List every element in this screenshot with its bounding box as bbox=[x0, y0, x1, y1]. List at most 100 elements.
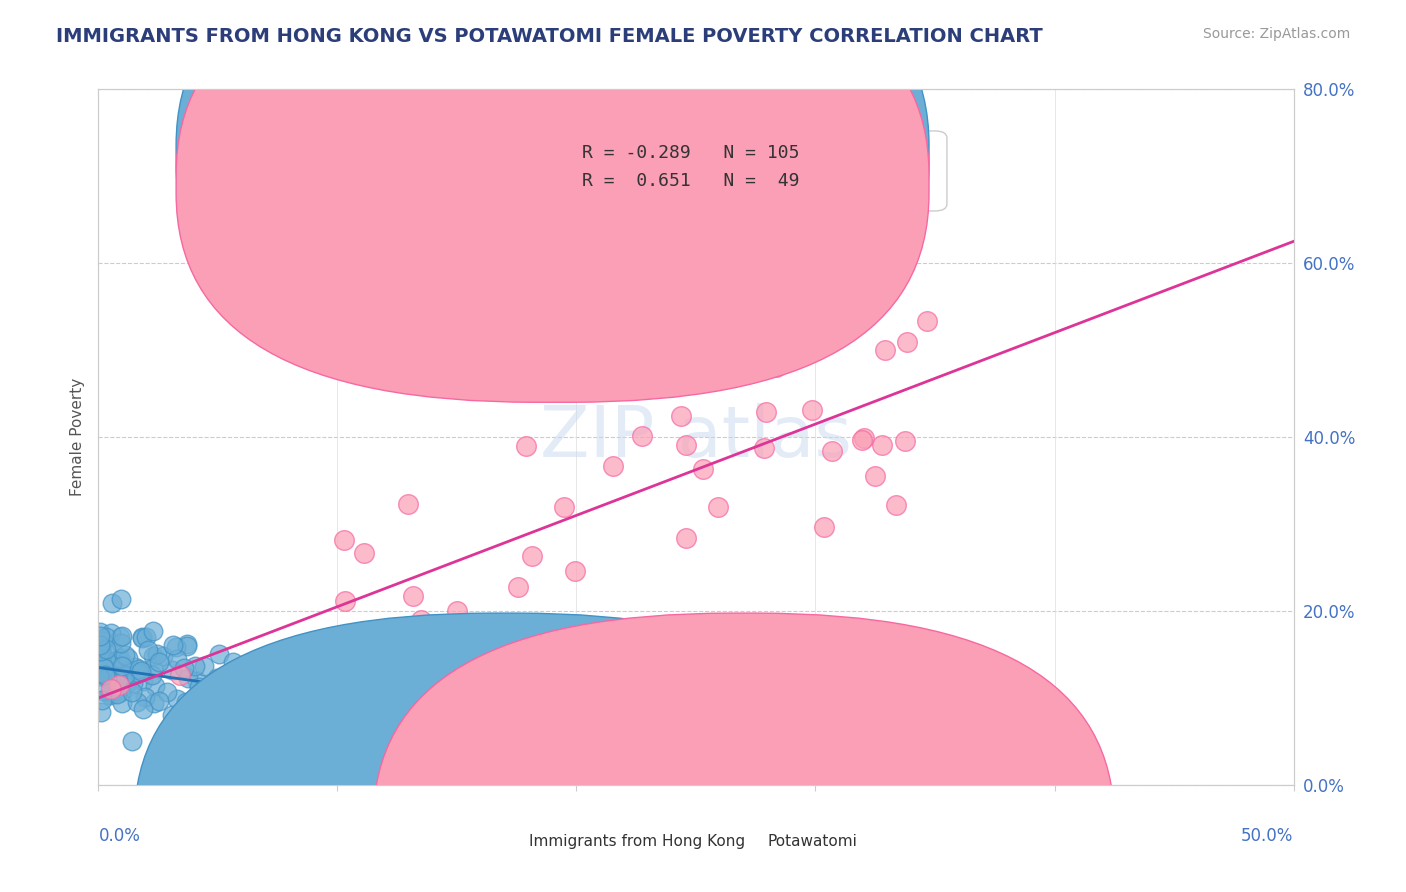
Point bbox=[222, 655, 245, 669]
Point bbox=[870, 438, 893, 452]
Point bbox=[184, 659, 207, 673]
Point bbox=[131, 631, 153, 645]
Point bbox=[160, 708, 183, 723]
Point bbox=[111, 659, 134, 673]
Point bbox=[297, 685, 319, 699]
Point bbox=[89, 640, 111, 655]
FancyBboxPatch shape bbox=[176, 0, 929, 373]
Point bbox=[121, 734, 143, 748]
Point bbox=[129, 664, 152, 678]
Point bbox=[143, 696, 166, 710]
Point bbox=[801, 403, 824, 417]
Point bbox=[401, 589, 423, 603]
Point bbox=[143, 679, 166, 693]
Point bbox=[813, 519, 835, 533]
Text: 50.0%: 50.0% bbox=[1241, 827, 1294, 845]
Point bbox=[124, 660, 146, 674]
Point bbox=[669, 409, 692, 424]
Point bbox=[755, 405, 778, 419]
Point bbox=[207, 671, 229, 685]
Point bbox=[100, 669, 122, 683]
Point bbox=[122, 676, 145, 690]
Point bbox=[231, 710, 253, 724]
Point bbox=[96, 669, 118, 683]
Point bbox=[832, 632, 855, 646]
Point bbox=[148, 694, 170, 708]
Point bbox=[142, 624, 165, 638]
Point bbox=[134, 690, 156, 705]
Point bbox=[176, 671, 198, 685]
Point bbox=[235, 752, 257, 766]
Text: Source: ZipAtlas.com: Source: ZipAtlas.com bbox=[1202, 27, 1350, 41]
Point bbox=[148, 655, 170, 669]
Point bbox=[193, 659, 215, 673]
Text: IMMIGRANTS FROM HONG KONG VS POTAWATOMI FEMALE POVERTY CORRELATION CHART: IMMIGRANTS FROM HONG KONG VS POTAWATOMI … bbox=[56, 27, 1043, 45]
Point bbox=[108, 630, 131, 644]
Point bbox=[101, 645, 124, 659]
Point bbox=[863, 469, 886, 483]
Point bbox=[602, 459, 624, 474]
Point bbox=[90, 705, 112, 719]
Point bbox=[145, 647, 167, 661]
Point bbox=[346, 682, 368, 697]
Text: ZIP atlas: ZIP atlas bbox=[540, 402, 852, 472]
Point bbox=[98, 688, 121, 702]
Point bbox=[218, 698, 240, 713]
Point bbox=[333, 533, 356, 548]
Point bbox=[100, 681, 122, 696]
Point bbox=[90, 644, 112, 658]
Point bbox=[165, 640, 187, 655]
Point bbox=[821, 443, 844, 458]
Point bbox=[111, 629, 134, 643]
Point bbox=[128, 662, 150, 676]
Point bbox=[89, 624, 111, 639]
Point bbox=[93, 668, 115, 682]
Point bbox=[100, 626, 122, 640]
Point bbox=[142, 648, 165, 663]
Point bbox=[89, 629, 111, 643]
FancyBboxPatch shape bbox=[374, 613, 1115, 892]
Point bbox=[370, 654, 392, 668]
FancyBboxPatch shape bbox=[135, 613, 876, 892]
Point bbox=[152, 649, 174, 664]
Point bbox=[631, 429, 654, 443]
Point bbox=[162, 638, 184, 652]
Point bbox=[110, 684, 132, 698]
Point bbox=[229, 752, 252, 766]
Point bbox=[166, 747, 188, 762]
Point bbox=[322, 635, 344, 649]
Point bbox=[91, 634, 114, 648]
Point bbox=[100, 672, 122, 686]
Point bbox=[179, 726, 201, 740]
Point bbox=[671, 345, 693, 359]
Point bbox=[107, 673, 129, 688]
Point bbox=[229, 717, 252, 731]
FancyBboxPatch shape bbox=[176, 0, 929, 402]
Point bbox=[176, 639, 198, 653]
Point bbox=[100, 596, 122, 610]
Point bbox=[799, 269, 821, 284]
Point bbox=[91, 683, 114, 698]
Point bbox=[135, 631, 157, 645]
Point bbox=[675, 438, 697, 452]
Point bbox=[100, 672, 122, 686]
Point bbox=[446, 604, 468, 618]
Point bbox=[288, 706, 311, 720]
Point bbox=[94, 630, 117, 644]
Point bbox=[105, 687, 128, 701]
Point bbox=[97, 667, 120, 681]
Point bbox=[204, 730, 226, 744]
Point bbox=[108, 651, 131, 665]
Point bbox=[111, 696, 134, 710]
Point bbox=[93, 661, 115, 675]
Point bbox=[141, 668, 163, 682]
Point bbox=[121, 685, 143, 699]
Point bbox=[87, 669, 110, 683]
Point bbox=[131, 630, 153, 644]
Point bbox=[107, 677, 129, 691]
Point bbox=[186, 674, 208, 689]
Point bbox=[707, 500, 730, 514]
Text: R = -0.289   N = 105: R = -0.289 N = 105 bbox=[582, 145, 800, 162]
Point bbox=[333, 593, 356, 607]
Point bbox=[173, 661, 195, 675]
